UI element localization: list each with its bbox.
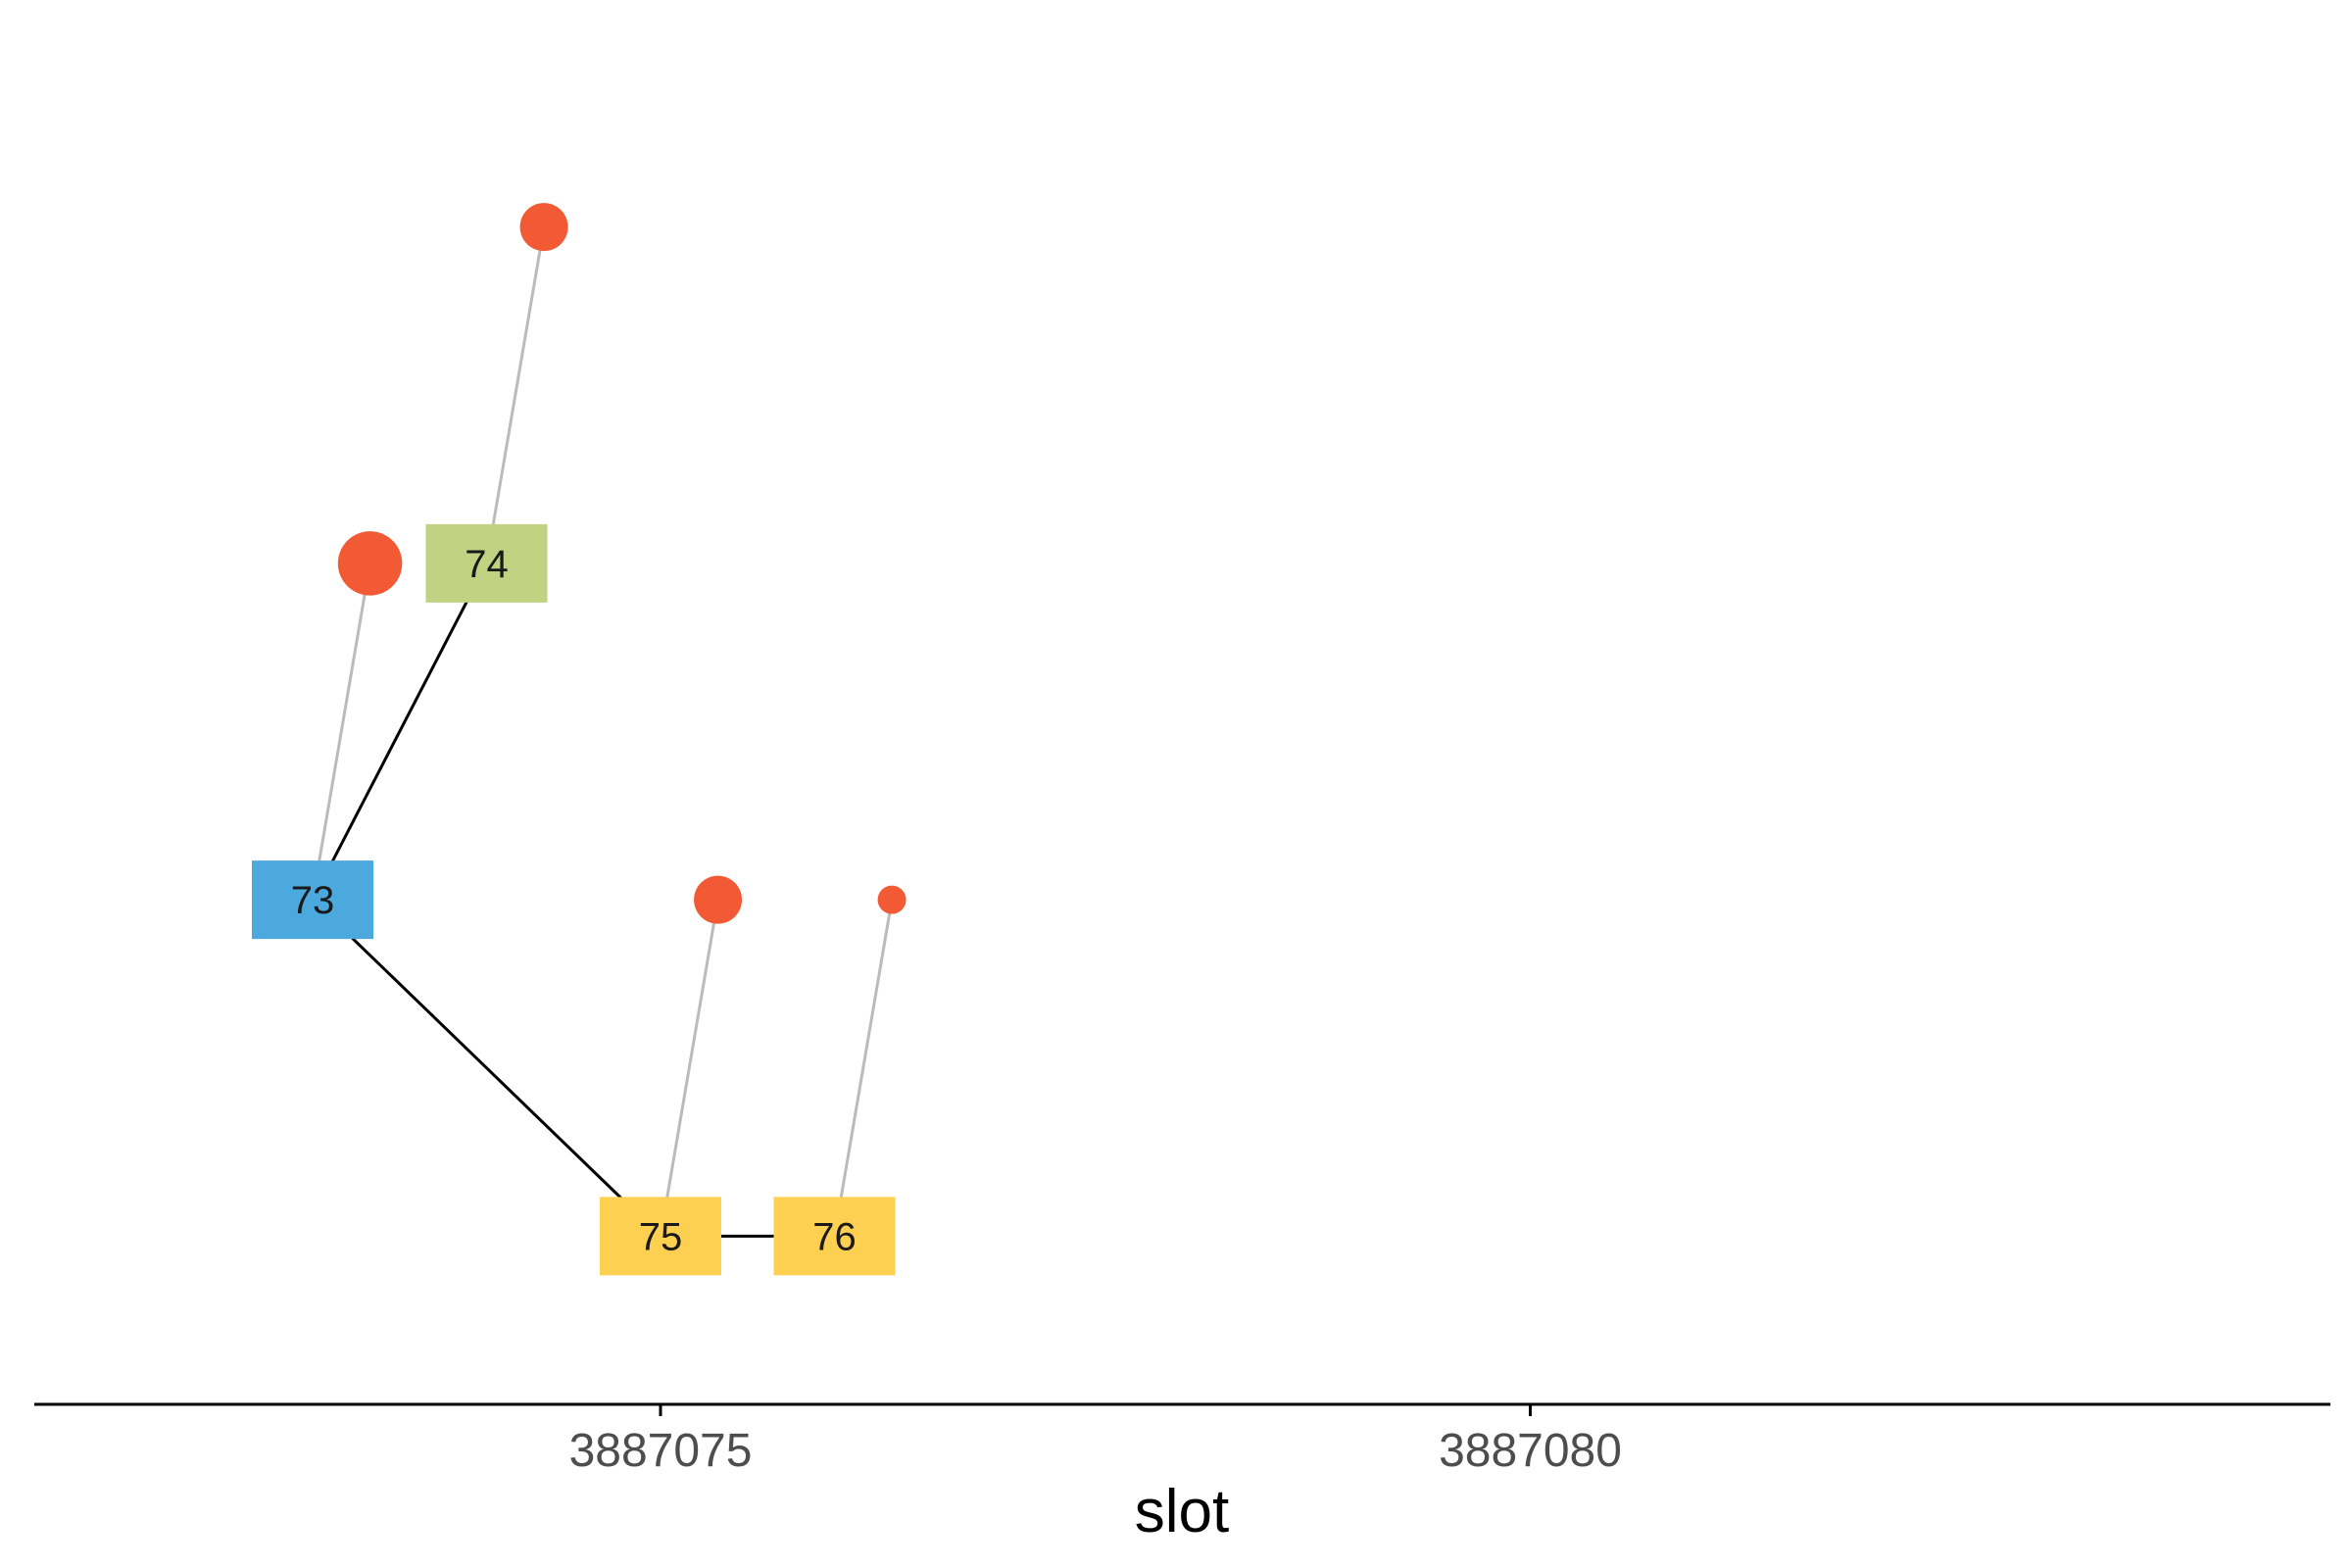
edges-layer: [311, 563, 835, 1238]
stem-76: [833, 899, 894, 1237]
node-label-75: 75: [639, 1215, 683, 1258]
node-label-76: 76: [812, 1215, 857, 1258]
stem-75: [659, 899, 720, 1237]
x-tick-label-0: 3887075: [569, 1425, 753, 1477]
point-73: [337, 531, 403, 596]
stems-layer: [311, 226, 894, 1237]
node-label-73: 73: [291, 879, 335, 922]
node-box-74: [425, 523, 548, 603]
stem-73: [311, 563, 372, 901]
x-tick-label-1: 3887080: [1439, 1425, 1622, 1477]
x-axis: 3887075 3887080: [34, 1402, 2330, 1477]
point-75: [694, 875, 743, 924]
node-box-76: [773, 1197, 896, 1276]
edge-73-74: [311, 563, 488, 901]
nodes-layer: 73 74 75 76: [252, 523, 896, 1276]
point-74: [519, 203, 568, 252]
edge-73-75: [311, 899, 662, 1238]
node-box-73: [252, 860, 373, 940]
node-box-75: [600, 1197, 721, 1276]
point-76: [877, 885, 906, 914]
stem-74: [485, 226, 546, 564]
points-layer: [337, 203, 906, 924]
node-label-74: 74: [465, 543, 509, 586]
x-axis-title: slot: [1135, 1478, 1229, 1545]
